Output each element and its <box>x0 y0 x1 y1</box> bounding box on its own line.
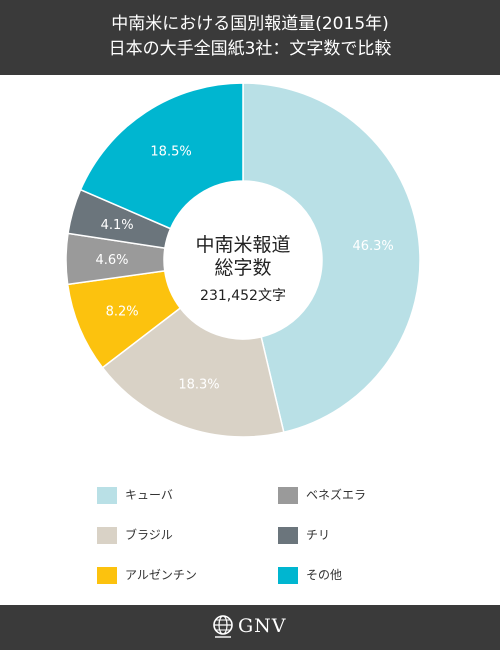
globe-icon <box>213 615 233 638</box>
legend-label-0: キューバ <box>125 488 173 502</box>
donut-chart: 46.3% 18.3% 8.2% 4.6% 4.1% 18.5% 中南米報道 総字数 23… <box>65 82 421 438</box>
slice-label-0: 46.3% <box>352 239 393 254</box>
legend-label-3: ベネズエラ <box>306 488 367 502</box>
slice-label-4: 4.1% <box>101 218 134 233</box>
legend-label-2: アルゼンチン <box>125 568 197 582</box>
legend-label-4: チリ <box>306 528 331 542</box>
donut-slices <box>65 82 421 438</box>
legend-swatch-1 <box>97 527 117 544</box>
legend-label-1: ブラジル <box>125 528 173 542</box>
legend: キューバブラジルアルゼンチン ベネズエラチリその他 <box>0 485 500 595</box>
gnv-logo: GNV <box>212 614 292 642</box>
donut-slice-0 <box>242 82 421 434</box>
slice-label-3: 4.6% <box>95 253 128 268</box>
slice-label-5: 18.5% <box>150 145 191 160</box>
logo-text: GNV <box>238 615 287 637</box>
center-title-line2: 総字数 <box>214 257 271 279</box>
donut-slice-5 <box>79 82 244 230</box>
legend-label-5: その他 <box>306 568 343 582</box>
legend-swatch-0 <box>97 487 117 504</box>
chart-title-line1: 中南米における国別報道量(2015年) <box>111 14 389 34</box>
donut-slice-labels: 46.3% 18.3% 8.2% 4.6% 4.1% 18.5% <box>95 145 393 393</box>
slice-label-2: 8.2% <box>106 305 139 320</box>
chart-title-line2: 日本の大手全国紙3社：文字数で比較 <box>108 39 392 59</box>
legend-swatch-2 <box>97 567 117 584</box>
legend-swatch-5 <box>278 567 298 584</box>
header: 中南米における国別報道量(2015年) 日本の大手全国紙3社：文字数で比較 <box>0 0 500 75</box>
center-total: 231,452文字 <box>200 288 286 304</box>
legend-swatch-4 <box>278 527 298 544</box>
slice-label-1: 18.3% <box>178 377 219 392</box>
donut-slice-1 <box>101 306 285 438</box>
legend-swatch-3 <box>278 487 298 504</box>
footer: GNV <box>0 605 500 650</box>
center-title-line1: 中南米報道 <box>195 234 290 256</box>
